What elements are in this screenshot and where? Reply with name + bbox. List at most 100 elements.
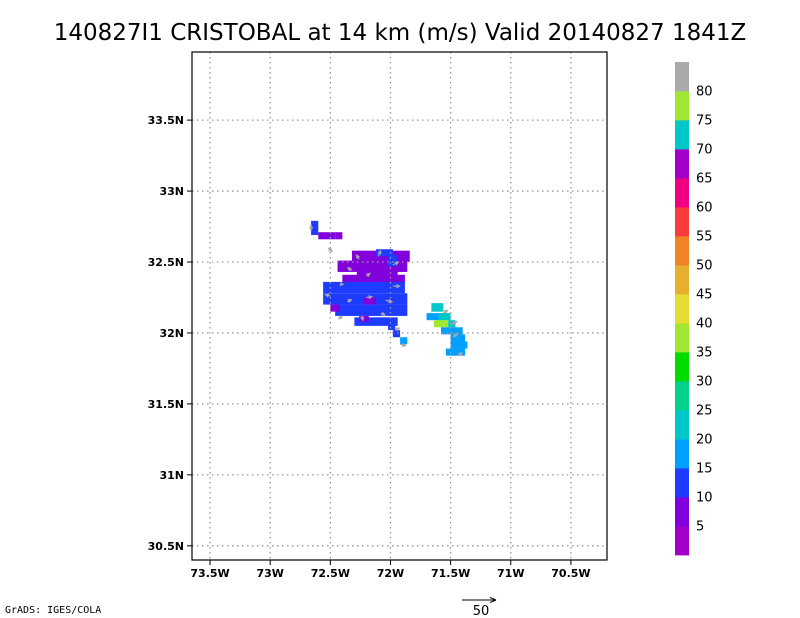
colorbar-swatch-3 bbox=[675, 439, 689, 469]
y-tick-label-3: 32N bbox=[159, 327, 184, 340]
plot-frame bbox=[191, 51, 608, 561]
y-tick-label-4: 32.5N bbox=[148, 256, 184, 269]
wind-vector-13 bbox=[337, 315, 343, 320]
wind-vector-6 bbox=[346, 267, 353, 272]
wind-cell-1 bbox=[311, 227, 319, 236]
colorbar-swatch-10 bbox=[675, 236, 689, 266]
wind-cell-9 bbox=[388, 254, 398, 267]
y-tick-label-5: 33N bbox=[159, 185, 184, 198]
wind-vector-20 bbox=[452, 332, 459, 338]
colorbar-swatch-8 bbox=[675, 294, 689, 324]
wind-vector-12 bbox=[385, 299, 394, 304]
colorbar-label-7: 40 bbox=[696, 317, 713, 332]
colorbar-swatch-12 bbox=[675, 178, 689, 208]
wind-speed-cells bbox=[311, 220, 468, 356]
colorbar-swatch-9 bbox=[675, 265, 689, 295]
colorbar-label-1: 10 bbox=[696, 491, 713, 506]
colorbar-label-10: 55 bbox=[696, 230, 713, 245]
wind-vector-10 bbox=[346, 299, 353, 303]
wind-cell-20 bbox=[431, 303, 444, 312]
colorbar-swatch-16 bbox=[675, 62, 689, 92]
wind-vector-17 bbox=[399, 342, 407, 347]
x-tick-label-5: 71W bbox=[497, 567, 524, 580]
colorbar-label-9: 50 bbox=[696, 259, 713, 274]
colorbar-swatch-7 bbox=[675, 323, 689, 353]
x-tick-label-4: 71.5W bbox=[431, 567, 470, 580]
reference-vector-label: 50 bbox=[473, 604, 490, 618]
x-tick-label-1: 73W bbox=[256, 567, 283, 580]
colorbar-swatch-1 bbox=[675, 497, 689, 527]
wind-cell-17 bbox=[388, 323, 396, 331]
wind-cell-22 bbox=[438, 313, 451, 321]
credit-text: GrADS: IGES/COLA bbox=[5, 605, 101, 616]
colorbar-label-4: 25 bbox=[696, 404, 713, 419]
y-tick-label-1: 31N bbox=[159, 469, 184, 482]
wind-vector-15 bbox=[380, 311, 387, 316]
colorbar-label-13: 70 bbox=[696, 143, 713, 158]
x-tick-label-6: 70.5W bbox=[551, 567, 590, 580]
colorbar-label-14: 75 bbox=[696, 114, 713, 129]
x-tick-label-3: 72W bbox=[377, 567, 404, 580]
wind-vector-7 bbox=[366, 272, 371, 277]
colorbar-swatch-14 bbox=[675, 120, 689, 150]
colorbar-swatch-11 bbox=[675, 207, 689, 237]
x-tick-label-0: 73.5W bbox=[190, 567, 229, 580]
colorbar-label-11: 60 bbox=[696, 201, 713, 216]
wind-vectors bbox=[309, 223, 464, 357]
wind-cell-13 bbox=[354, 317, 398, 326]
colorbar-label-5: 30 bbox=[696, 375, 713, 390]
colorbar-swatch-4 bbox=[675, 410, 689, 440]
wind-vector-2 bbox=[355, 253, 360, 260]
wind-cell-7 bbox=[342, 274, 405, 285]
wind-vector-19 bbox=[450, 321, 459, 325]
colorbar-label-3: 20 bbox=[696, 433, 713, 448]
colorbar-label-8: 45 bbox=[696, 288, 713, 303]
wind-cell-27 bbox=[450, 341, 468, 349]
wind-vector-5 bbox=[392, 284, 402, 289]
wind-vector-9 bbox=[324, 293, 331, 298]
colorbar-label-15: 80 bbox=[696, 85, 713, 100]
y-axis: 30.5N 31N 31.5N 32N 32.5N 33N 33.5N bbox=[148, 114, 192, 553]
colorbar-label-6: 35 bbox=[696, 346, 713, 361]
y-tick-label-2: 31.5N bbox=[148, 398, 184, 411]
colorbar-label-12: 65 bbox=[696, 172, 713, 187]
chart-title: 140827I1 CRISTOBAL at 14 km (m/s) Valid … bbox=[54, 20, 747, 46]
wind-cell-28 bbox=[445, 348, 466, 356]
grid-lines bbox=[192, 52, 607, 560]
wind-cell-2 bbox=[318, 232, 336, 240]
colorbar-swatch-0 bbox=[675, 526, 689, 556]
wind-vector-3 bbox=[377, 249, 382, 257]
reference-vector: 50 bbox=[462, 597, 497, 618]
colorbar-swatch-5 bbox=[675, 381, 689, 411]
wind-cell-10 bbox=[323, 281, 405, 294]
wind-vector-14 bbox=[360, 315, 365, 322]
colorbar-label-2: 15 bbox=[696, 462, 713, 477]
wind-vector-8 bbox=[339, 281, 344, 287]
wind-cell-16 bbox=[359, 315, 369, 322]
wind-cell-23 bbox=[433, 320, 449, 328]
wind-cell-6 bbox=[356, 269, 398, 280]
wind-vector-4 bbox=[392, 261, 400, 266]
x-axis: 73.5W 73W 72.5W 72W 71.5W 71W 70.5W bbox=[190, 560, 591, 580]
wind-cell-8 bbox=[376, 249, 393, 257]
wind-cell-21 bbox=[426, 313, 446, 321]
wind-vector-1 bbox=[327, 247, 334, 253]
wind-cell-12 bbox=[335, 304, 408, 316]
reference-arrow-head bbox=[489, 597, 497, 603]
wind-cell-14 bbox=[364, 297, 377, 305]
wind-cell-5 bbox=[337, 260, 408, 272]
x-tick-label-2: 72.5W bbox=[311, 567, 350, 580]
wind-cell-26 bbox=[450, 334, 466, 342]
wind-vector-16 bbox=[395, 327, 401, 332]
colorbar-swatch-2 bbox=[675, 468, 689, 498]
wind-cell-0 bbox=[311, 220, 319, 228]
wind-cell-3 bbox=[335, 232, 343, 240]
wind-vector-18 bbox=[443, 309, 449, 314]
colorbar-swatch-6 bbox=[675, 352, 689, 382]
y-tick-label-6: 33.5N bbox=[148, 114, 184, 127]
wind-vector-0 bbox=[309, 223, 314, 231]
y-tick-label-0: 30.5N bbox=[148, 540, 184, 553]
wind-cell-18 bbox=[392, 330, 401, 338]
wind-cell-25 bbox=[441, 327, 463, 335]
